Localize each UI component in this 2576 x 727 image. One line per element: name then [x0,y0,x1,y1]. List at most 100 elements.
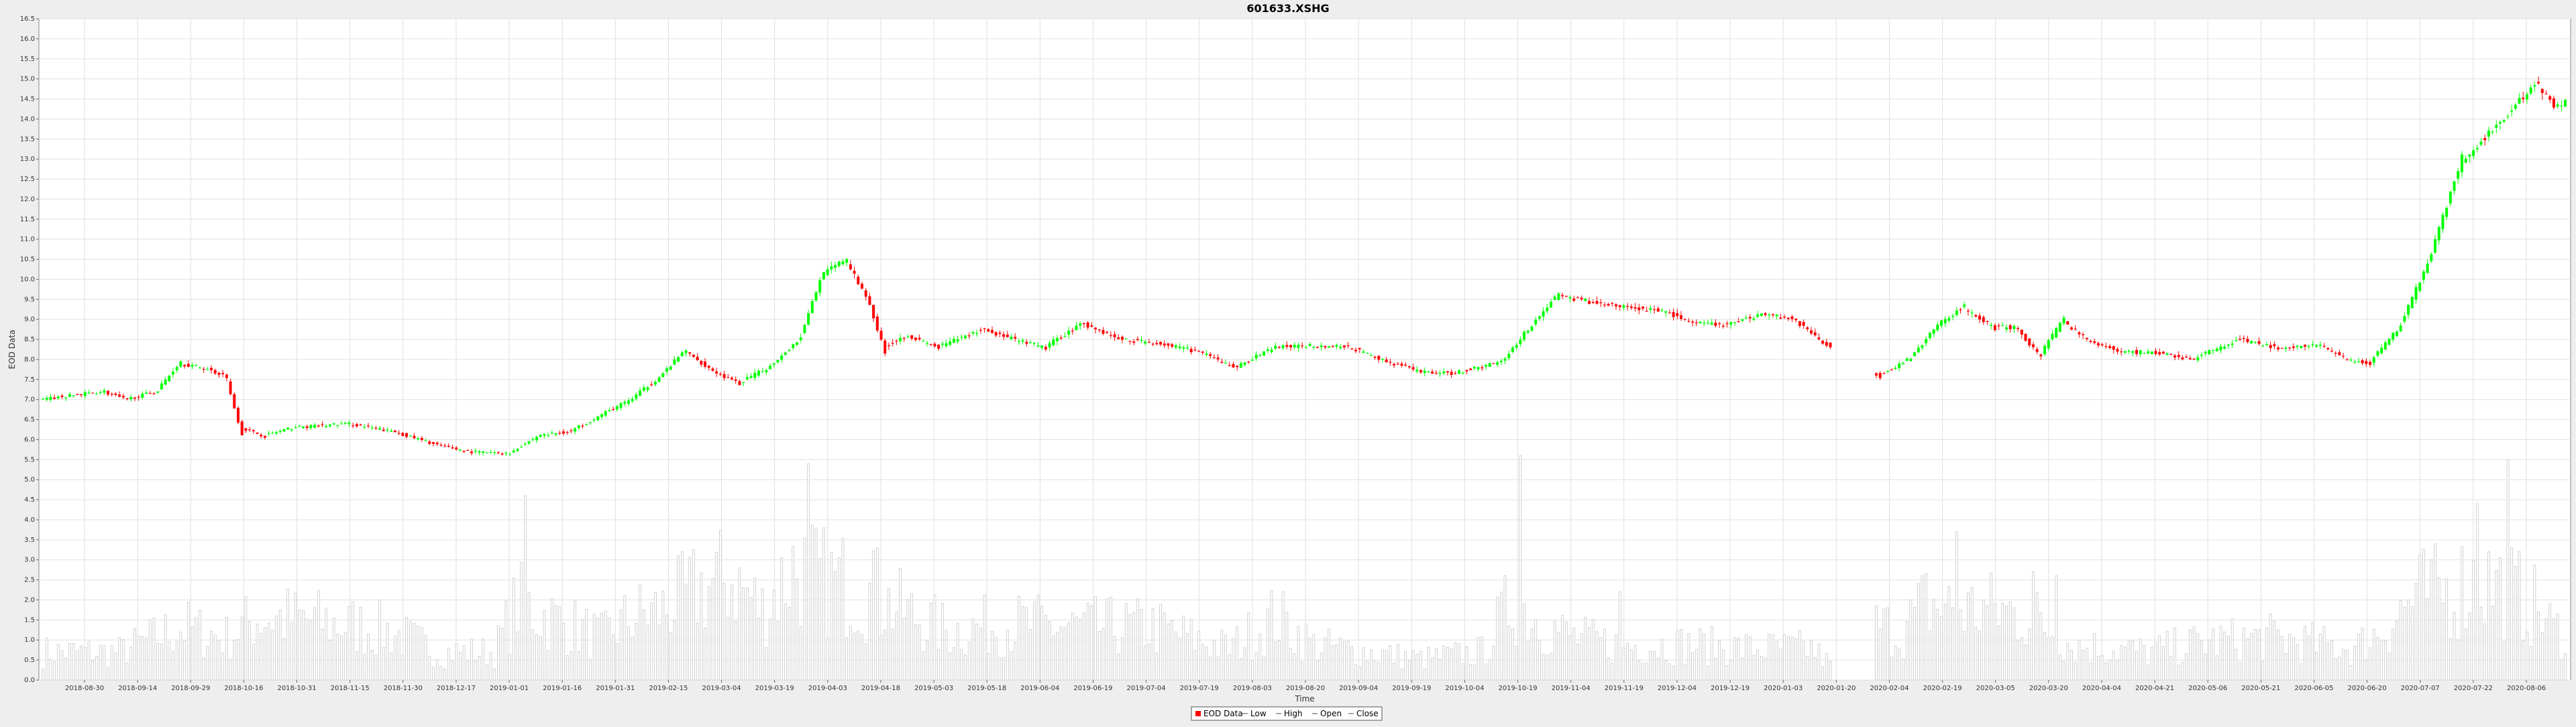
volume-bar [1297,626,1300,681]
volume-bar [837,557,841,681]
candle-body [2556,104,2559,107]
volume-bar [953,647,955,681]
x-tick-label: 2018-08-30 [65,685,104,692]
volume-bar [286,589,290,681]
candle-body [236,408,239,423]
volume-bar [1519,455,1522,681]
candle-body [734,379,737,381]
y-tick-label: 5.5 [24,456,35,463]
legend-item-low: Low [1250,709,1267,718]
candle-body [2024,333,2027,341]
candle-body [1550,302,1553,308]
candle-body [1530,326,1534,331]
candle-body [2204,351,2207,353]
volume-bar [623,595,627,681]
volume-bar [731,584,733,681]
volume-bar [2097,656,2100,681]
candle-body [1040,345,1044,348]
volume-bar [1021,606,1024,681]
candle-body [1629,306,1633,309]
candle-body [2349,359,2353,361]
volume-bar [210,630,213,681]
volume-bar [1400,669,1403,681]
candle-body [1216,357,1220,359]
volume-bar [1301,661,1304,681]
volume-bar [213,634,217,681]
candle-body [581,425,584,427]
candle-body [118,394,121,397]
volume-bar [1178,637,1181,681]
candle-body [103,390,106,393]
volume-bar [290,622,293,681]
candle-body [1400,364,1403,366]
candle-body [1932,329,1935,334]
volume-bar [570,651,573,681]
candle-body [2353,361,2357,363]
volume-bar [527,592,531,681]
candle-body [1331,345,1334,347]
candle-body [1167,343,1170,346]
legend-swatch-eod [1195,711,1201,716]
candle-body [1821,341,1825,344]
volume-bar [1496,596,1499,681]
candle-body [2487,130,2490,137]
candle-body [1155,343,1159,345]
candle-body [447,445,450,447]
candle-body [2522,97,2525,99]
volume-bar [2051,636,2054,681]
candle-body [1163,343,1166,346]
volume-bar [642,609,645,681]
candle-body [1308,344,1311,346]
candle-body [2514,105,2517,109]
candle-body [313,425,317,428]
candle-body [1301,345,1304,347]
candle-body [1925,339,1928,343]
volume-bar [722,583,726,681]
candle-body [639,390,642,396]
volume-bar [1350,646,1354,681]
volume-bar [727,617,730,681]
candle-body [1638,307,1641,311]
candle-body [692,354,695,357]
volume-bar [2560,659,2563,681]
volume-bar [2288,634,2292,681]
volume-bar [1584,616,1587,681]
volume-bar [45,637,48,681]
legend-frame [1191,706,1383,721]
candle-body [910,335,914,339]
volume-bar [1381,650,1384,681]
volume-bar [669,632,672,681]
candle-body [883,340,887,353]
candle-body [325,425,328,427]
volume-bar [1472,665,1476,681]
volume-bar [229,659,232,681]
candle-body [2403,316,2406,322]
candle-body [2300,346,2303,349]
candle-body [1029,342,1032,343]
volume-bar [1599,636,1603,681]
y-tick-label: 13.0 [20,156,35,163]
candle-body [1901,363,1904,365]
volume-bar [1396,644,1399,681]
volume-bar [834,571,837,681]
candle-body [875,316,879,331]
y-tick-label: 8.0 [24,356,35,364]
candle-body [2265,344,2268,345]
volume-bar [1538,640,1541,681]
candle-body [2284,347,2288,349]
candle-body [2387,338,2391,345]
volume-bar [983,594,986,681]
candle-body [661,373,665,378]
volume-bar [355,651,358,681]
volume-bar [68,643,71,681]
volume-bar [2174,627,2176,681]
volume-bar [979,628,982,681]
volume-bar [237,639,239,681]
candle-body [539,435,542,437]
volume-bar [1921,575,1924,681]
candle-body [1534,319,1538,325]
candle-body [298,426,301,427]
candle-body [2062,317,2065,324]
volume-bar [1469,664,1472,681]
volume-bar [2235,649,2238,681]
